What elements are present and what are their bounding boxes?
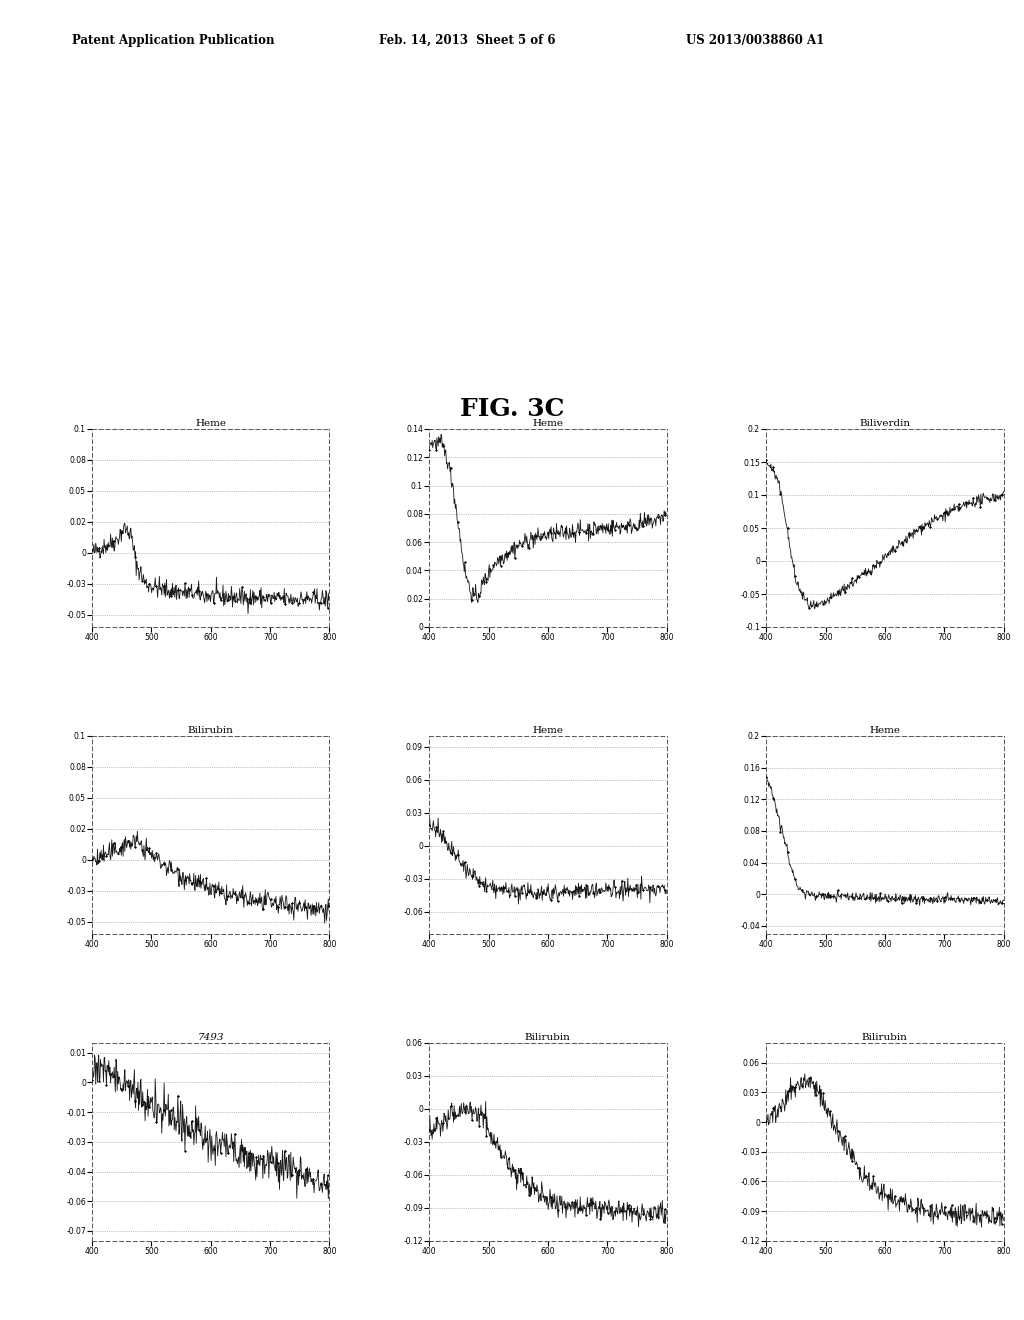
Text: Patent Application Publication: Patent Application Publication: [72, 33, 274, 46]
Title: Bilirubin: Bilirubin: [525, 1034, 570, 1041]
Title: Heme: Heme: [869, 726, 900, 735]
Title: Heme: Heme: [196, 420, 226, 428]
Title: Heme: Heme: [532, 420, 563, 428]
Text: US 2013/0038860 A1: US 2013/0038860 A1: [686, 33, 824, 46]
Title: Bilirubin: Bilirubin: [187, 726, 233, 735]
Title: Bilirubin: Bilirubin: [862, 1034, 908, 1041]
Title: Biliverdin: Biliverdin: [859, 420, 910, 428]
Title: 7493: 7493: [198, 1034, 224, 1041]
Text: Feb. 14, 2013  Sheet 5 of 6: Feb. 14, 2013 Sheet 5 of 6: [379, 33, 555, 46]
Title: Heme: Heme: [532, 726, 563, 735]
Text: FIG. 3C: FIG. 3C: [460, 397, 564, 421]
